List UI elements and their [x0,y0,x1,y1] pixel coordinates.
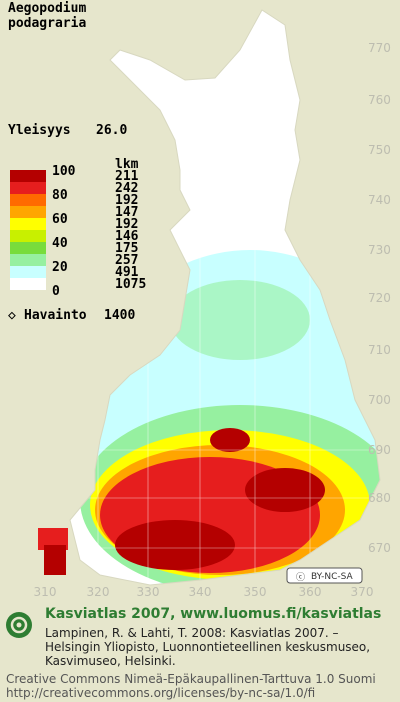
zone-green [170,280,310,360]
species-name: Aegopodium [8,1,86,16]
northing-label: 760 [368,93,391,107]
citation: Kasvimuseo, Helsinki. [45,654,176,668]
easting-label: 360 [299,585,322,599]
legend-count: 147 [115,205,138,220]
citation: Lampinen, R. & Lahti, T. 2008: Kasviatla… [45,626,339,640]
legend-swatch [10,194,46,206]
frequency-value: 26.0 [96,123,127,138]
count-header: lkm [115,157,139,172]
aland [38,528,68,575]
legend-count: 1075 [115,277,146,292]
legend-scale-label: 20 [52,260,68,275]
easting-label: 330 [137,585,160,599]
observation-marker: ◇ [8,308,16,323]
northing-label: 680 [368,491,391,505]
logo [6,612,32,638]
easting-label: 310 [34,585,57,599]
observation-label: Havainto [24,308,87,323]
svg-text:ⓒ: ⓒ [296,572,305,583]
easting-label: 320 [87,585,110,599]
legend-swatch [10,266,46,278]
legend-scale-label: 100 [52,164,76,179]
license-badge: ⓒ BY-NC-SA [286,567,363,584]
border [69,9,381,586]
northing-label: 690 [368,443,391,457]
legend-swatch [10,170,46,182]
legend-count: 175 [115,241,138,256]
legend-count: 491 [115,265,139,280]
legend-scale-label: 40 [52,236,68,251]
easting-label: 340 [189,585,212,599]
zone-darkred [245,468,325,512]
northing-label: 770 [368,41,391,55]
species-name: podagraria [8,16,86,31]
legend-count: 242 [115,181,138,196]
legend-swatch [10,242,46,254]
legend-count: 146 [115,229,139,244]
zone-darkred [115,520,235,570]
northing-label: 740 [368,193,391,207]
legend-count: 192 [115,193,138,208]
legend-count: 257 [115,253,138,268]
legend: 1008060402002112421921471921461752574911… [10,164,146,299]
northing-label: 750 [368,143,391,157]
legend-swatch [10,254,46,266]
easting-label: 350 [244,585,267,599]
legend-swatch [10,206,46,218]
northing-label: 670 [368,541,391,555]
northing-label: 710 [368,343,391,357]
license: Creative Commons Nimeä-Epäkaupallinen-Ta… [6,672,376,686]
frequency-label: Yleisyys [8,123,71,138]
observation-count: 1400 [104,308,135,323]
legend-scale-label: 60 [52,212,68,227]
legend-count: 211 [115,169,139,184]
easting-label: 370 [351,585,374,599]
legend-swatch [10,182,46,194]
northing-label: 730 [368,243,391,257]
license: http://creativecommons.org/licenses/by-n… [6,686,315,700]
zone-darkred [210,428,250,452]
legend-swatch [10,278,46,290]
legend-swatch [10,230,46,242]
legend-scale-label: 0 [52,284,60,299]
footer-headline: Kasviatlas 2007, www.luomus.fi/kasviatla… [45,606,381,622]
license-badge-text: BY-NC-SA [311,572,354,582]
citation: Helsingin Yliopisto, Luonnontieteellinen… [45,640,370,654]
northing-label: 700 [368,393,391,407]
legend-scale-label: 80 [52,188,68,203]
northing-label: 720 [368,291,391,305]
legend-count: 192 [115,217,138,232]
legend-swatch [10,218,46,230]
